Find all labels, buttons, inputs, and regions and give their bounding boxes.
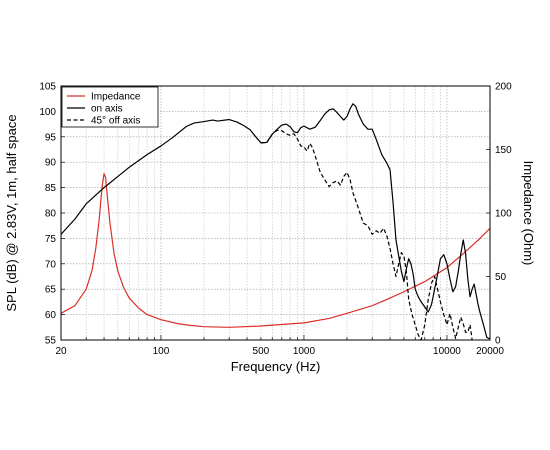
y-axis-left-title: SPL (dB) @ 2.83V, 1m, half space bbox=[4, 114, 19, 311]
legend-label-on-axis: on axis bbox=[91, 104, 123, 115]
y-axis-right-title: Impedance (Ohm) bbox=[521, 161, 536, 266]
series-line-impedance bbox=[61, 173, 490, 328]
y-left-tick-label: 85 bbox=[45, 183, 57, 194]
y-left-tick-label: 100 bbox=[39, 107, 56, 118]
x-tick-label: 500 bbox=[253, 346, 270, 357]
y-left-tick-label: 55 bbox=[45, 336, 57, 347]
y-left-tick-label: 75 bbox=[45, 234, 57, 245]
legend-label-impedance: Impedance bbox=[91, 92, 141, 103]
y-right-tick-label: 150 bbox=[495, 145, 512, 156]
y-left-tick-label: 70 bbox=[45, 259, 57, 270]
tick-labels: 55 60 65 70 75 80 85 90 95 100 105 0 50 100 150 200 20 10… bbox=[39, 82, 512, 358]
y-left-tick-label: 65 bbox=[45, 285, 57, 296]
x-axis-title: Frequency (Hz) bbox=[231, 359, 321, 374]
x-tick-label: 100 bbox=[153, 346, 170, 357]
x-tick-label: 10000 bbox=[433, 346, 461, 357]
y-right-tick-label: 0 bbox=[495, 336, 501, 347]
y-right-tick-label: 100 bbox=[495, 209, 512, 220]
y-left-tick-label: 90 bbox=[45, 158, 57, 169]
series-line-on-axis bbox=[61, 103, 490, 340]
y-right-tick-label: 200 bbox=[495, 82, 512, 93]
x-tick-label: 20000 bbox=[476, 346, 504, 357]
legend-box bbox=[61, 86, 159, 128]
tick-marks bbox=[61, 85, 490, 341]
y-left-tick-label: 60 bbox=[45, 310, 57, 321]
x-tick-label: 20 bbox=[55, 346, 67, 357]
y-right-tick-label: 50 bbox=[495, 272, 507, 283]
y-left-tick-label: 80 bbox=[45, 209, 57, 220]
series-line-45-off-axis bbox=[260, 129, 473, 340]
legend-label-45-off-axis: 45° off axis bbox=[91, 116, 140, 127]
x-tick-label: 1000 bbox=[293, 346, 316, 357]
y-left-tick-label: 95 bbox=[45, 132, 57, 143]
grid bbox=[61, 86, 490, 340]
series-layer bbox=[61, 103, 490, 340]
y-left-tick-label: 105 bbox=[39, 82, 56, 93]
legend: Impedance on axis 45° off axis bbox=[61, 86, 159, 128]
